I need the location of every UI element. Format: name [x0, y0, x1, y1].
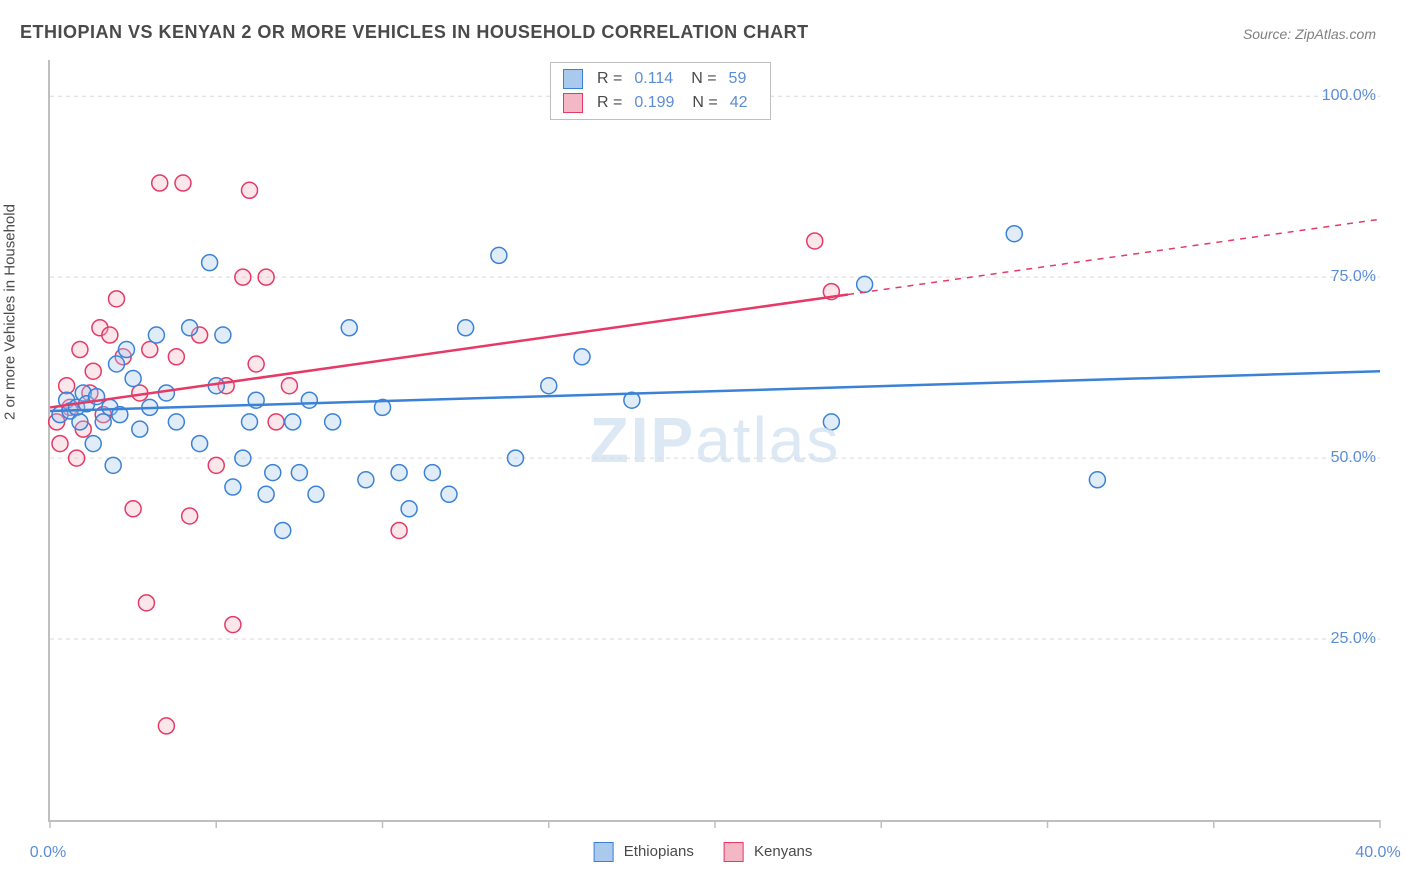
chart-title: ETHIOPIAN VS KENYAN 2 OR MORE VEHICLES I… — [20, 22, 809, 43]
n-label: N = — [692, 94, 717, 112]
r-value-kenyans: 0.199 — [634, 94, 674, 112]
r-value-ethiopians: 0.114 — [634, 70, 673, 88]
n-value-ethiopians: 59 — [729, 70, 747, 88]
legend-item-ethiopians: Ethiopians — [594, 842, 694, 862]
legend-item-kenyans: Kenyans — [724, 842, 813, 862]
y-tick-75: 75.0% — [1331, 268, 1376, 286]
x-tick-max: 40.0% — [1355, 844, 1400, 862]
y-tick-25: 25.0% — [1331, 630, 1376, 648]
correlation-legend: R = 0.114 N = 59 R = 0.199 N = 42 — [550, 62, 771, 120]
r-label: R = — [597, 70, 622, 88]
series-legend: Ethiopians Kenyans — [594, 842, 813, 862]
n-label: N = — [691, 70, 716, 88]
legend-label-kenyans: Kenyans — [754, 843, 812, 860]
y-tick-50: 50.0% — [1331, 449, 1376, 467]
swatch-kenyans — [724, 842, 744, 862]
x-tick-min: 0.0% — [30, 844, 66, 862]
y-tick-100: 100.0% — [1322, 87, 1376, 105]
legend-row-ethiopians: R = 0.114 N = 59 — [563, 67, 758, 91]
watermark: ZIPatlas — [590, 403, 841, 477]
y-axis-label: 2 or more Vehicles in Household — [2, 204, 19, 420]
swatch-ethiopians — [563, 69, 583, 89]
swatch-ethiopians — [594, 842, 614, 862]
n-value-kenyans: 42 — [730, 94, 748, 112]
legend-label-ethiopians: Ethiopians — [624, 843, 694, 860]
plot-area: ZIPatlas R = 0.114 N = 59 R = 0.199 N = … — [48, 60, 1380, 822]
swatch-kenyans — [563, 93, 583, 113]
source-attribution: Source: ZipAtlas.com — [1243, 26, 1376, 42]
r-label: R = — [597, 94, 622, 112]
legend-row-kenyans: R = 0.199 N = 42 — [563, 91, 758, 115]
